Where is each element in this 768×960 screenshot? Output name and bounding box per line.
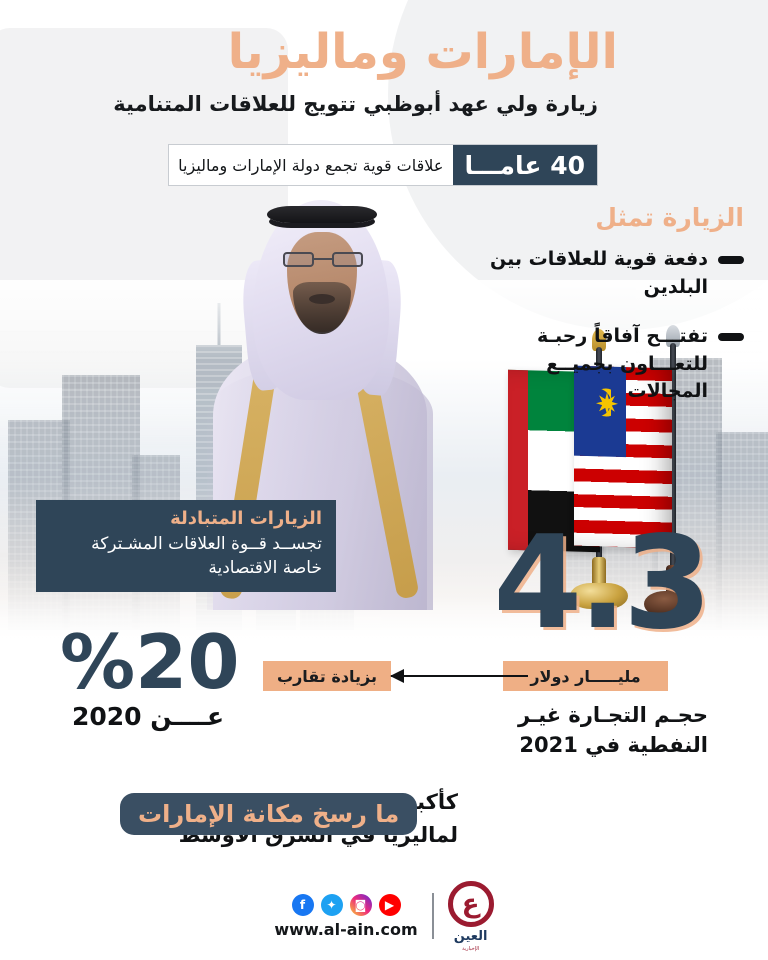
growth-caption: عــــن 2020 (72, 702, 225, 731)
arrow-left-icon (390, 669, 404, 683)
table-flags (400, 325, 702, 625)
years-highlight-box: 40 عامـــا علاقات قوية تجمع دولة الإمارا… (168, 144, 598, 186)
list-item: تفتـــح آفاقاً رحبـة للتعـــاون بجميــع … (484, 323, 744, 406)
trade-unit-badge: مليـــــار دولار (503, 661, 668, 691)
facebook-icon[interactable]: f (291, 893, 314, 916)
visit-section-heading: الزيارة تمثل (595, 203, 744, 232)
years-badge: 40 عامـــا (452, 145, 597, 185)
footer: ع العين الإخبارية ▶ ◙ ✦ f www.al-ain.com (0, 872, 768, 960)
al-ain-logo-icon: ع (447, 880, 494, 927)
list-item: دفعة قوية للعلاقات بين البلدين (484, 246, 744, 301)
social-icon-row: ▶ ◙ ✦ f (291, 893, 401, 916)
page-title: الإمارات وماليزيا (227, 24, 619, 80)
dash-bullet-icon (718, 256, 744, 264)
trade-value: 4.3 (493, 509, 712, 658)
mutual-visits-heading: الزيارات المتبادلة (170, 508, 322, 529)
years-description: علاقات قوية تجمع دولة الإمارات وماليزيا (178, 155, 444, 175)
growth-badge: بزيادة تقارب (263, 661, 391, 691)
connector-line (388, 675, 528, 677)
al-ain-logo[interactable]: ع العين الإخبارية (447, 880, 494, 952)
mutual-visits-card: الزيارات المتبادلة تجســد قــوة العلاقات… (36, 500, 336, 593)
list-item-label: دفعة قوية للعلاقات بين البلدين (490, 248, 708, 298)
visit-bullet-list: دفعة قوية للعلاقات بين البلدين تفتـــح آ… (484, 246, 744, 428)
website-url[interactable]: www.al-ain.com (274, 919, 418, 939)
youtube-icon[interactable]: ▶ (378, 893, 401, 916)
instagram-icon[interactable]: ◙ (349, 893, 372, 916)
footer-divider (431, 893, 434, 939)
mutual-visits-body: تجســد قــوة العلاقات المشـتركة خاصة الا… (91, 534, 322, 579)
dash-bullet-icon (718, 333, 744, 342)
twitter-icon[interactable]: ✦ (320, 893, 343, 916)
trade-caption: حجـم التجـارة غيـر النفطية في 2021 (517, 703, 708, 758)
al-ain-logo-subtitle: الإخبارية (462, 945, 480, 952)
status-badge: ما رسخ مكانة الإمارات (120, 793, 418, 835)
page-subtitle: زيارة ولي عهد أبوظبي تتويج للعلاقات المت… (113, 92, 598, 116)
eyeglasses-icon (283, 252, 363, 267)
growth-value: %20 (60, 618, 240, 706)
al-ain-logo-word: العين (453, 928, 488, 944)
list-item-label: تفتـــح آفاقاً رحبـة للتعـــاون بجميــع … (536, 325, 708, 403)
footer-social-block: ▶ ◙ ✦ f www.al-ain.com (274, 893, 418, 939)
